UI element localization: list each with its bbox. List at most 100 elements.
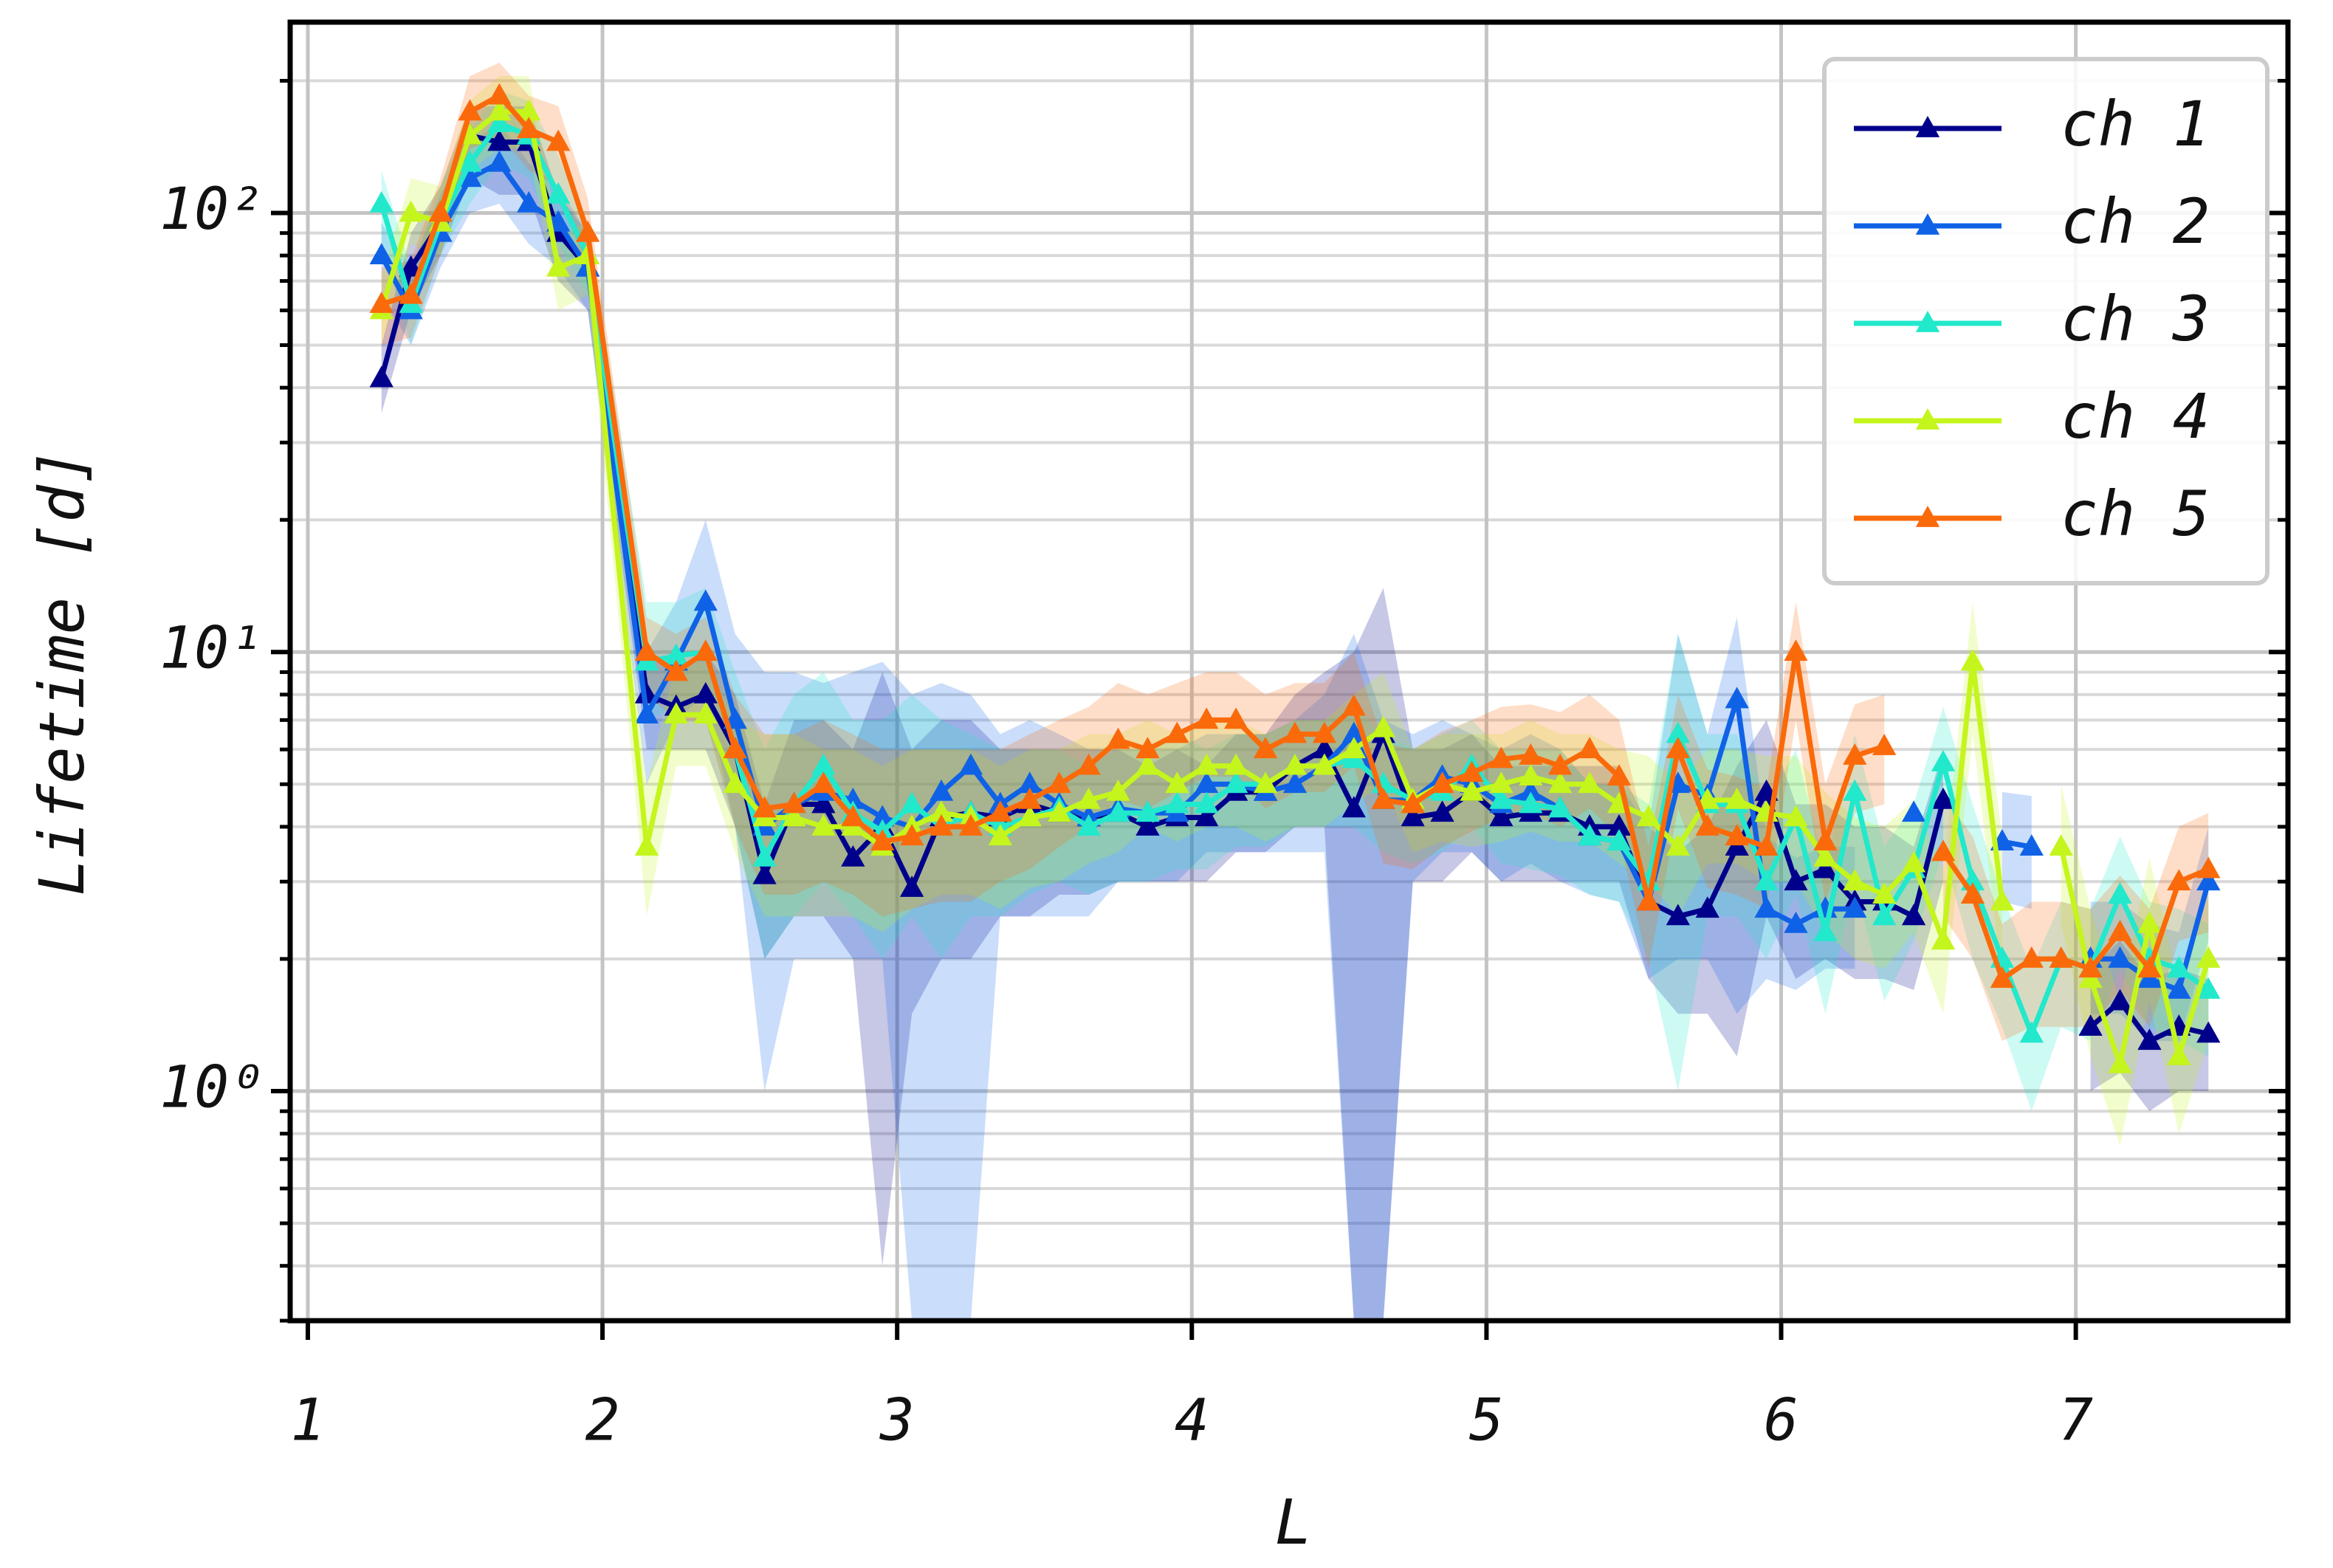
marker (1076, 814, 1101, 836)
marker (1341, 694, 1366, 716)
marker (1253, 771, 1278, 794)
marker (2196, 869, 2221, 891)
marker (1784, 805, 1808, 827)
marker (870, 805, 895, 827)
marker (752, 862, 777, 884)
marker (1341, 796, 1366, 818)
marker (1901, 904, 1926, 926)
marker (2167, 956, 2191, 978)
marker (1548, 796, 1573, 818)
marker (1784, 869, 1808, 891)
legend-label: ch 3 (2061, 283, 2210, 355)
marker (369, 291, 394, 313)
legend-marker (1915, 506, 1940, 527)
marker (1901, 800, 1926, 822)
marker (693, 639, 718, 661)
marker (811, 771, 836, 794)
marker (1047, 800, 1071, 822)
marker (1017, 787, 1042, 809)
marker (1165, 791, 1189, 814)
error-band (2061, 784, 2209, 1146)
marker (487, 83, 512, 105)
marker (1666, 737, 1690, 759)
marker (1165, 721, 1189, 743)
marker (1872, 733, 1897, 755)
marker (1931, 750, 1956, 771)
marker (634, 702, 659, 723)
x-axis-label: L (1275, 1486, 1313, 1558)
marker (1195, 771, 1219, 794)
legend-label: ch 1 (2061, 88, 2210, 160)
marker (1460, 760, 1484, 783)
marker (458, 99, 482, 121)
marker (487, 99, 512, 121)
legend-marker (1915, 408, 1940, 430)
marker (1901, 850, 1926, 873)
marker (634, 681, 659, 704)
series-line (2058, 846, 2211, 1067)
marker (1666, 721, 1690, 743)
marker (575, 220, 600, 242)
marker (752, 845, 777, 867)
marker (1519, 791, 1543, 814)
marker (1931, 928, 1956, 950)
marker (664, 643, 688, 665)
marker (1695, 896, 1719, 918)
marker (1754, 869, 1779, 891)
marker (1401, 805, 1425, 827)
marker (2196, 856, 2221, 878)
marker (1135, 753, 1160, 775)
marker (487, 111, 512, 132)
marker (1371, 715, 1395, 737)
marker (2137, 1028, 2162, 1051)
marker (1195, 805, 1219, 827)
marker (1489, 771, 1513, 794)
marker (693, 589, 718, 611)
marker (1076, 753, 1101, 775)
marker (1843, 869, 1867, 891)
marker (811, 814, 836, 836)
marker (752, 796, 777, 818)
marker (1224, 771, 1248, 794)
marker (1843, 743, 1867, 765)
marker (2108, 882, 2132, 904)
marker (841, 805, 865, 827)
marker (428, 200, 453, 222)
x-tick-label: 5 (1469, 1387, 1504, 1454)
legend-label: ch 4 (2061, 380, 2210, 453)
marker (1312, 753, 1337, 775)
marker (1371, 787, 1395, 809)
marker (1843, 779, 1867, 801)
marker (487, 129, 512, 151)
marker (1076, 787, 1101, 809)
y-axis-label: Lifetime [d] (26, 448, 98, 896)
marker (1577, 824, 1602, 846)
marker (487, 150, 512, 172)
x-tick-label: 2 (585, 1387, 620, 1454)
marker (369, 365, 394, 388)
marker (2078, 956, 2103, 978)
marker (693, 681, 718, 704)
legend-marker (1915, 116, 1940, 137)
axes: 10⁰ 10¹ 10² 1 2 3 4 5 6 7 (159, 19, 2291, 1454)
marker (1813, 856, 1838, 878)
marker (2196, 977, 2221, 999)
marker (1282, 771, 1308, 794)
marker (2019, 834, 2044, 856)
marker (1754, 834, 1779, 856)
marker (929, 814, 954, 836)
marker (546, 255, 571, 277)
marker (2049, 834, 2073, 856)
marker (899, 875, 924, 897)
marker (2196, 946, 2221, 968)
marker (517, 99, 541, 121)
marker (1519, 743, 1543, 765)
marker (1695, 814, 1719, 836)
marker (811, 791, 836, 814)
marker (1548, 753, 1573, 775)
series-line (1941, 850, 2210, 982)
marker (1872, 882, 1897, 904)
marker (1990, 889, 2015, 911)
marker (841, 845, 865, 867)
legend: ch 1 ch 2 ch 3 ch 4 ch 5 (1822, 57, 2270, 585)
